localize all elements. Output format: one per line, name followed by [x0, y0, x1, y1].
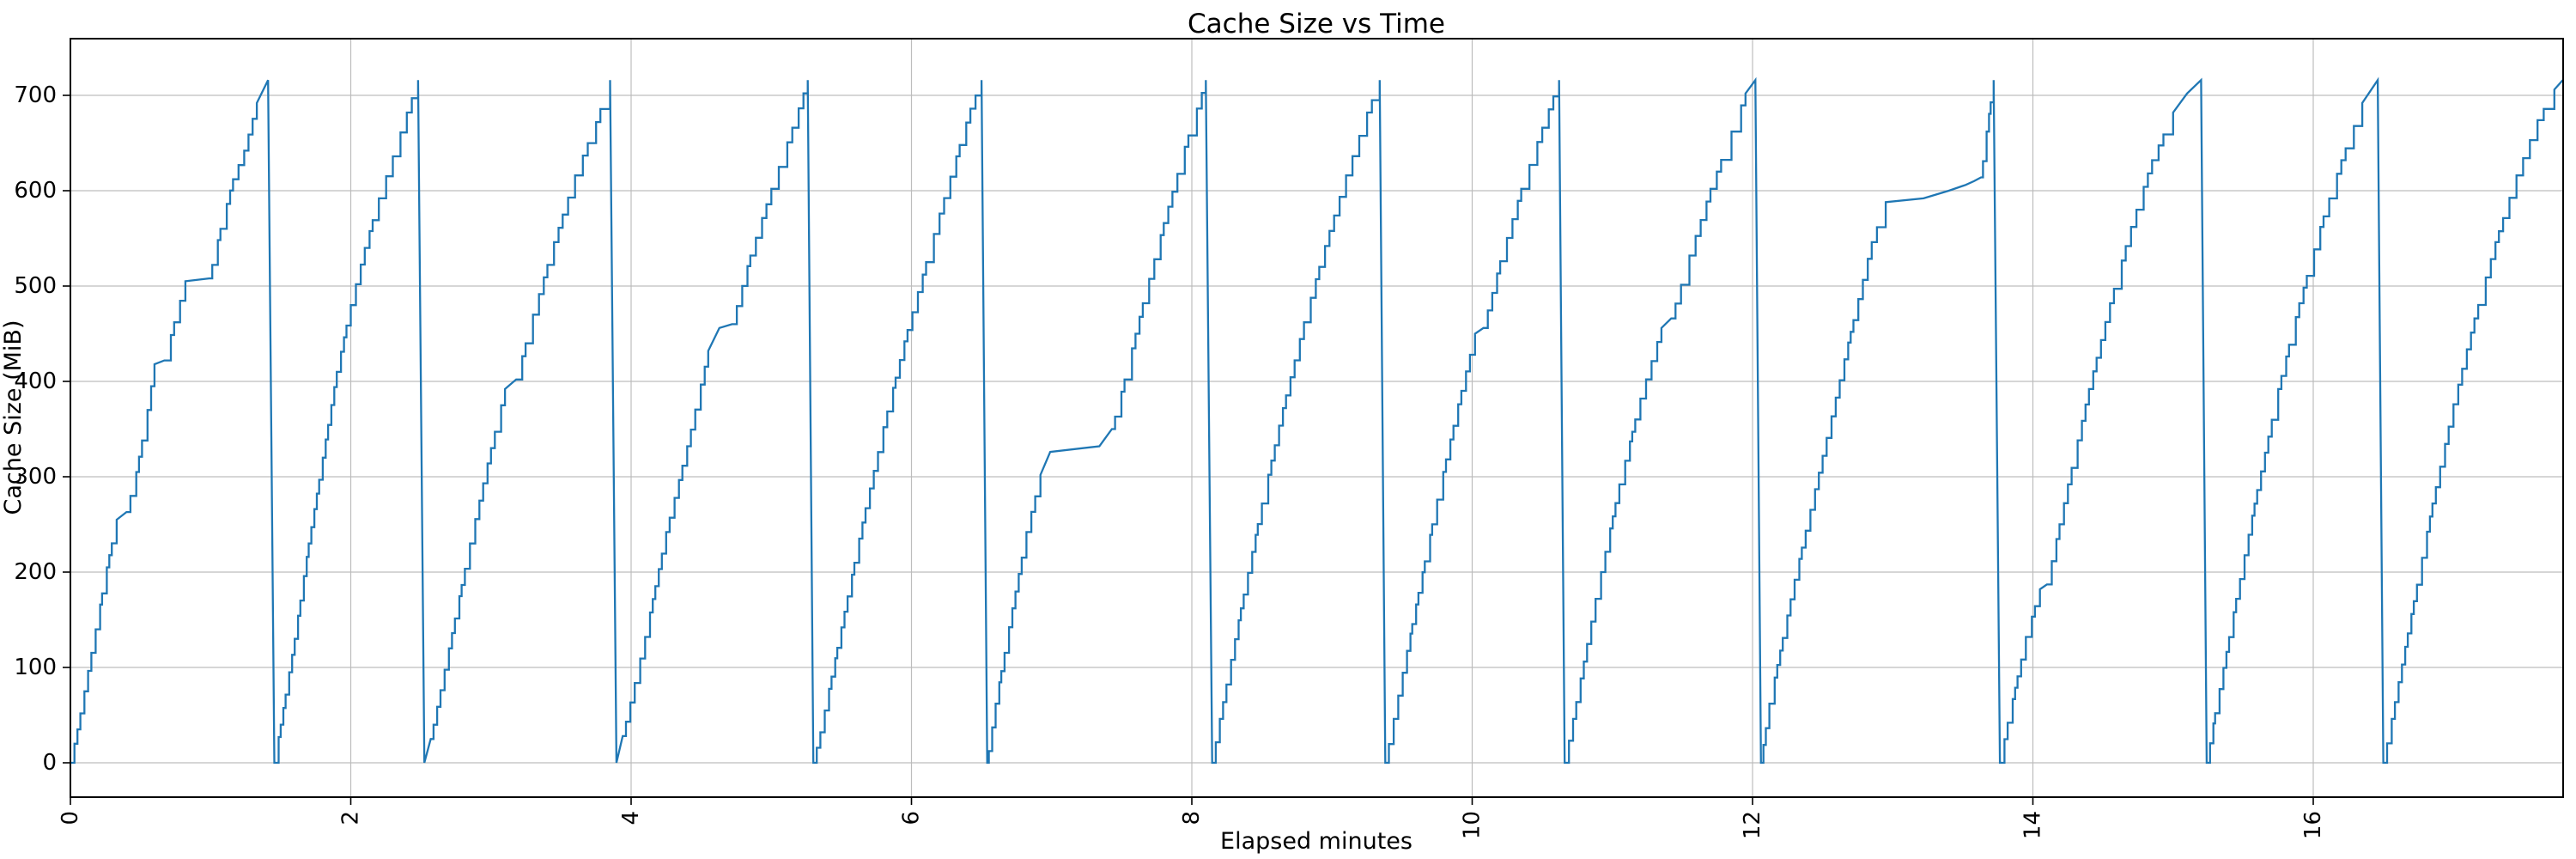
x-tick-label: 14 — [2020, 811, 2046, 839]
cache-size-line — [70, 76, 2564, 765]
x-tick-label: 6 — [899, 811, 925, 825]
x-tick-label: 8 — [1179, 811, 1205, 825]
y-tick-label: 400 — [14, 369, 57, 394]
x-tick-label: 4 — [618, 811, 644, 825]
y-tick-label: 100 — [14, 655, 57, 680]
x-tick-label: 10 — [1460, 811, 1485, 839]
y-tick-label: 300 — [14, 464, 57, 490]
series-layer — [70, 76, 2564, 765]
grid-layer — [70, 39, 2563, 797]
y-tick-label: 0 — [42, 750, 57, 776]
axes-spines — [70, 38, 2564, 798]
x-tick-label: 12 — [1740, 811, 1765, 839]
y-tick-label: 700 — [14, 82, 57, 108]
y-tick-label: 600 — [14, 178, 57, 204]
x-axis-label: Elapsed minutes — [1220, 828, 1413, 855]
plot-border — [70, 38, 2564, 798]
tick-layer: 0 2 4 6 8 10 12 14 16 0 100 200 300 400 500 600 700 — [14, 82, 2326, 839]
y-tick-label: 500 — [14, 273, 57, 299]
x-tick-label: 16 — [2300, 811, 2326, 839]
chart-title: Cache Size vs Time — [1188, 9, 1445, 40]
x-tick-label: 2 — [338, 811, 364, 825]
y-axis-label: Cache Size (MiB) — [0, 320, 27, 515]
y-tick-label: 200 — [14, 559, 57, 585]
x-tick-label: 0 — [58, 811, 83, 825]
